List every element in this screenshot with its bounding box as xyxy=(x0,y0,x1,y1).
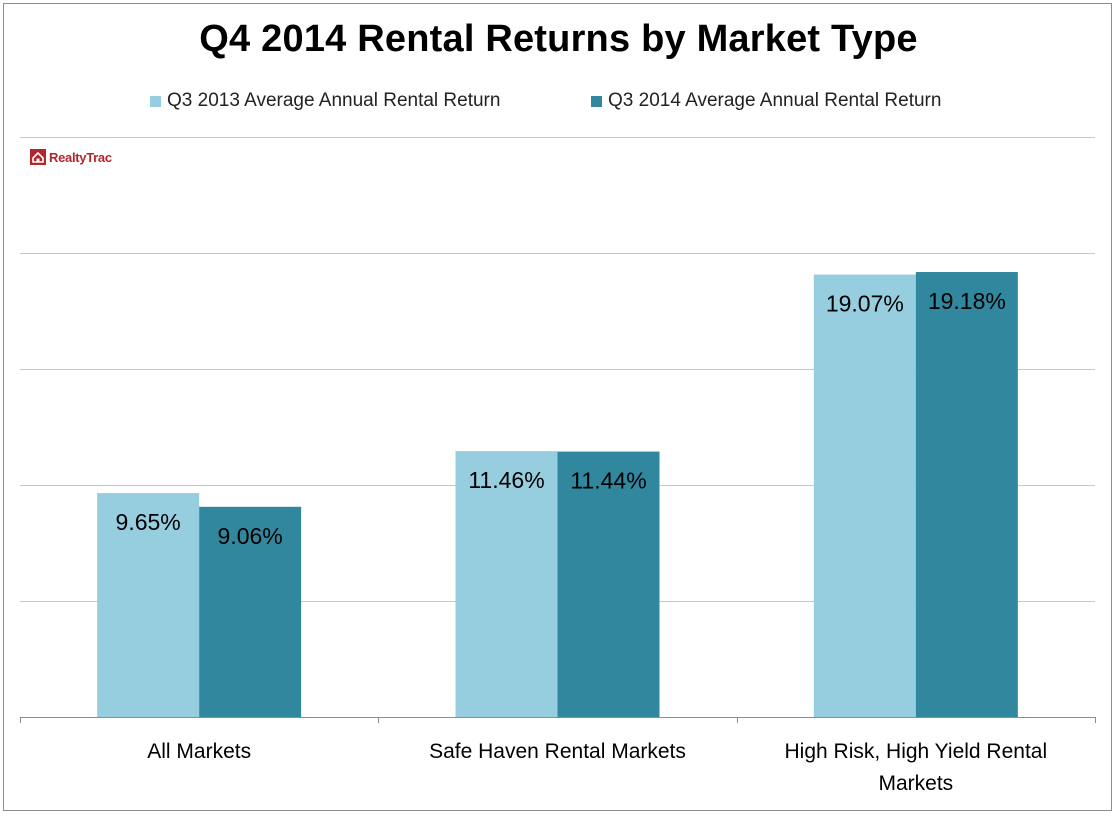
category-label-0: All Markets xyxy=(147,740,251,763)
category-label-line: Markets xyxy=(878,772,953,795)
legend-label-q3-2014: Q3 2014 Average Annual Rental Return xyxy=(608,90,942,111)
legend-label-q3-2013: Q3 2013 Average Annual Rental Return xyxy=(167,90,501,111)
realtytrac-logo: RealtyTrac xyxy=(30,149,112,165)
category-label-2: High Risk, High Yield Rental Markets xyxy=(785,740,1048,795)
data-label-series0-cat1: 11.46% xyxy=(468,467,544,493)
category-label-line: All Markets xyxy=(147,740,251,763)
data-label-series1-cat0: 9.06% xyxy=(218,523,283,549)
x-axis xyxy=(20,717,1096,723)
bar-series1-cat0 xyxy=(199,506,302,717)
data-label-series1-cat2: 19.18% xyxy=(928,288,1006,314)
legend-item-q3-2013: Q3 2013 Average Annual Rental Return xyxy=(150,90,500,112)
legend-swatch-q3-2014 xyxy=(591,95,602,107)
bar-series1-cat1 xyxy=(557,451,660,717)
brand-name: RealtyTrac xyxy=(49,149,112,165)
category-label-line: Safe Haven Rental Markets xyxy=(429,740,686,763)
bars xyxy=(97,272,1018,717)
bar-series1-cat2 xyxy=(915,272,1018,717)
data-label-series0-cat0: 9.65% xyxy=(116,509,181,535)
labels: 9.65% 9.06% All Markets 11.46% 11.44% Safe Ha… xyxy=(116,288,1048,795)
bar-series0-cat0 xyxy=(97,493,200,717)
bar-series0-cat1 xyxy=(455,451,558,717)
house-icon xyxy=(30,149,46,165)
chart-title: Q4 2014 Rental Returns by Market Type xyxy=(199,18,918,60)
data-label-series0-cat2: 19.07% xyxy=(826,291,904,317)
category-label-1: Safe Haven Rental Markets xyxy=(429,740,686,763)
legend-item-q3-2014: Q3 2014 Average Annual Rental Return xyxy=(591,90,941,112)
category-label-line: High Risk, High Yield Rental xyxy=(785,740,1048,763)
legend-swatch-q3-2013 xyxy=(150,95,161,107)
bar-series0-cat2 xyxy=(813,274,916,717)
data-label-series1-cat1: 11.44% xyxy=(570,468,646,494)
